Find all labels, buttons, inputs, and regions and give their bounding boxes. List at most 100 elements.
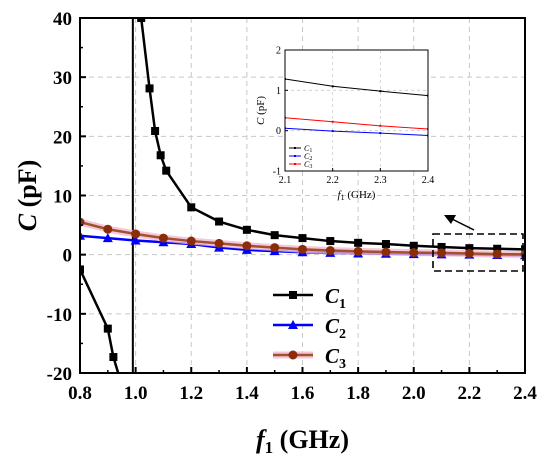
x-tick-label: 1.4 xyxy=(235,383,259,404)
inset-legend-label-sub: 2 xyxy=(309,156,312,162)
legend-label: C1 xyxy=(325,284,346,312)
inset-legend-marker xyxy=(294,155,296,157)
inset-legend-label-sub: 1 xyxy=(309,148,312,154)
x-axis-title-unit: (GHz) xyxy=(273,425,349,454)
data-point-circle xyxy=(298,244,307,254)
data-point-circle xyxy=(325,246,335,256)
data-point-square xyxy=(270,231,279,240)
x-tick-label: 2.4 xyxy=(513,383,537,404)
inset-legend-marker xyxy=(294,163,296,165)
inset-x-tick-label: 2.3 xyxy=(374,175,387,186)
data-point-square xyxy=(103,324,112,333)
y-tick-label: 0 xyxy=(63,246,73,267)
y-tick-label: 20 xyxy=(53,127,72,148)
x-tick-label: 1.8 xyxy=(346,383,370,404)
data-point-circle xyxy=(242,241,252,251)
inset-series-line xyxy=(285,117,428,130)
x-tick-label: 0.8 xyxy=(68,383,92,404)
inset-y-tick-label: 2 xyxy=(276,46,281,57)
x-tick-label: 2.2 xyxy=(458,383,482,404)
inset-y-tick-label: -1 xyxy=(273,167,281,178)
inset-legend-marker xyxy=(294,147,296,149)
zoom-box xyxy=(432,233,524,272)
inset-legend-label: C3 xyxy=(304,160,312,170)
data-point-circle xyxy=(437,248,447,258)
data-point-square xyxy=(109,353,118,362)
inset-legend-label: C1 xyxy=(304,144,312,154)
x-tick-label: 1.6 xyxy=(291,383,315,404)
data-point-circle xyxy=(186,236,196,246)
inset-data-point xyxy=(331,130,334,133)
data-point-square xyxy=(289,291,297,299)
y-tick-label: -20 xyxy=(47,364,72,385)
legend-label-main: C xyxy=(325,344,340,368)
data-point-square xyxy=(409,241,418,250)
legend-label: C3 xyxy=(325,344,346,372)
legend-label: C2 xyxy=(325,314,346,342)
inset-y-axis-title-unit: (pF) xyxy=(255,96,267,118)
inset-legend-label-sub: 3 xyxy=(309,164,312,170)
inset-legend-label-main: C xyxy=(304,152,310,161)
data-point-square xyxy=(215,217,224,226)
x-tick-label: 1.0 xyxy=(124,383,148,404)
inset-x-tick-label: 2.2 xyxy=(326,175,339,186)
inset-data-point xyxy=(379,132,382,135)
legend-label-sub: 2 xyxy=(339,327,346,342)
inset-x-axis-title: f1 (GHz) xyxy=(338,189,376,202)
data-point-square xyxy=(151,127,160,136)
data-point-square xyxy=(162,166,171,175)
inset-y-tick-label: 1 xyxy=(276,86,281,97)
x-axis-title: f1 (GHz) xyxy=(256,425,349,457)
y-axis-title-main: C xyxy=(13,213,42,231)
series-3 xyxy=(80,217,525,259)
series-group xyxy=(80,18,525,373)
y-tick-label: -10 xyxy=(47,305,72,326)
data-point-triangle xyxy=(130,235,141,245)
data-point-square xyxy=(381,240,390,249)
data-point-square xyxy=(298,234,307,243)
x-tick-label: 2.0 xyxy=(402,383,426,404)
x-axis-title-sub: 1 xyxy=(265,438,274,457)
inset-frame xyxy=(284,49,429,172)
data-point-square xyxy=(137,18,146,22)
inset-y-axis-title-main: C xyxy=(255,117,267,125)
data-point-square xyxy=(493,244,502,253)
data-point-circle xyxy=(270,243,280,253)
data-point-circle xyxy=(158,233,168,243)
legend-label-main: C xyxy=(325,284,340,308)
data-point-square xyxy=(156,151,165,160)
legend-label-main: C xyxy=(325,314,340,338)
inset-x-axis-title-unit: (GHz) xyxy=(345,189,376,201)
y-tick-label: 40 xyxy=(53,9,72,30)
y-tick-label: 30 xyxy=(53,68,72,89)
zoom-arrow-head xyxy=(444,215,456,224)
inset-data-point xyxy=(379,124,382,127)
inset-legend-label: C2 xyxy=(304,152,312,162)
data-point-square xyxy=(145,84,154,93)
data-point-circle xyxy=(381,247,391,257)
inset-data-point xyxy=(379,90,382,93)
inset-background xyxy=(285,50,428,171)
data-point-square xyxy=(326,237,335,246)
data-point-square xyxy=(80,265,84,274)
inset-legend-label-main: C xyxy=(304,144,310,153)
inset-x-tick-label: 2.4 xyxy=(422,175,435,186)
data-point-circle xyxy=(214,238,224,248)
inset-y-axis-title: C (pF) xyxy=(255,96,267,125)
data-point-square xyxy=(187,203,196,212)
y-axis-title-unit: (pF) xyxy=(13,160,42,214)
x-axis-title-main: f xyxy=(256,425,267,454)
y-axis-title: C (pF) xyxy=(13,160,42,232)
y-tick-label: 10 xyxy=(53,187,72,208)
inset-legend-label-main: C xyxy=(304,160,310,169)
inset-y-tick-label: 0 xyxy=(276,126,281,137)
inset-x-axis-title-main: f xyxy=(338,189,343,201)
inset-series-line xyxy=(285,78,428,97)
data-point-square xyxy=(354,238,363,247)
data-point-square xyxy=(465,244,474,253)
series-1 xyxy=(80,18,525,373)
data-point-triangle xyxy=(288,320,298,329)
